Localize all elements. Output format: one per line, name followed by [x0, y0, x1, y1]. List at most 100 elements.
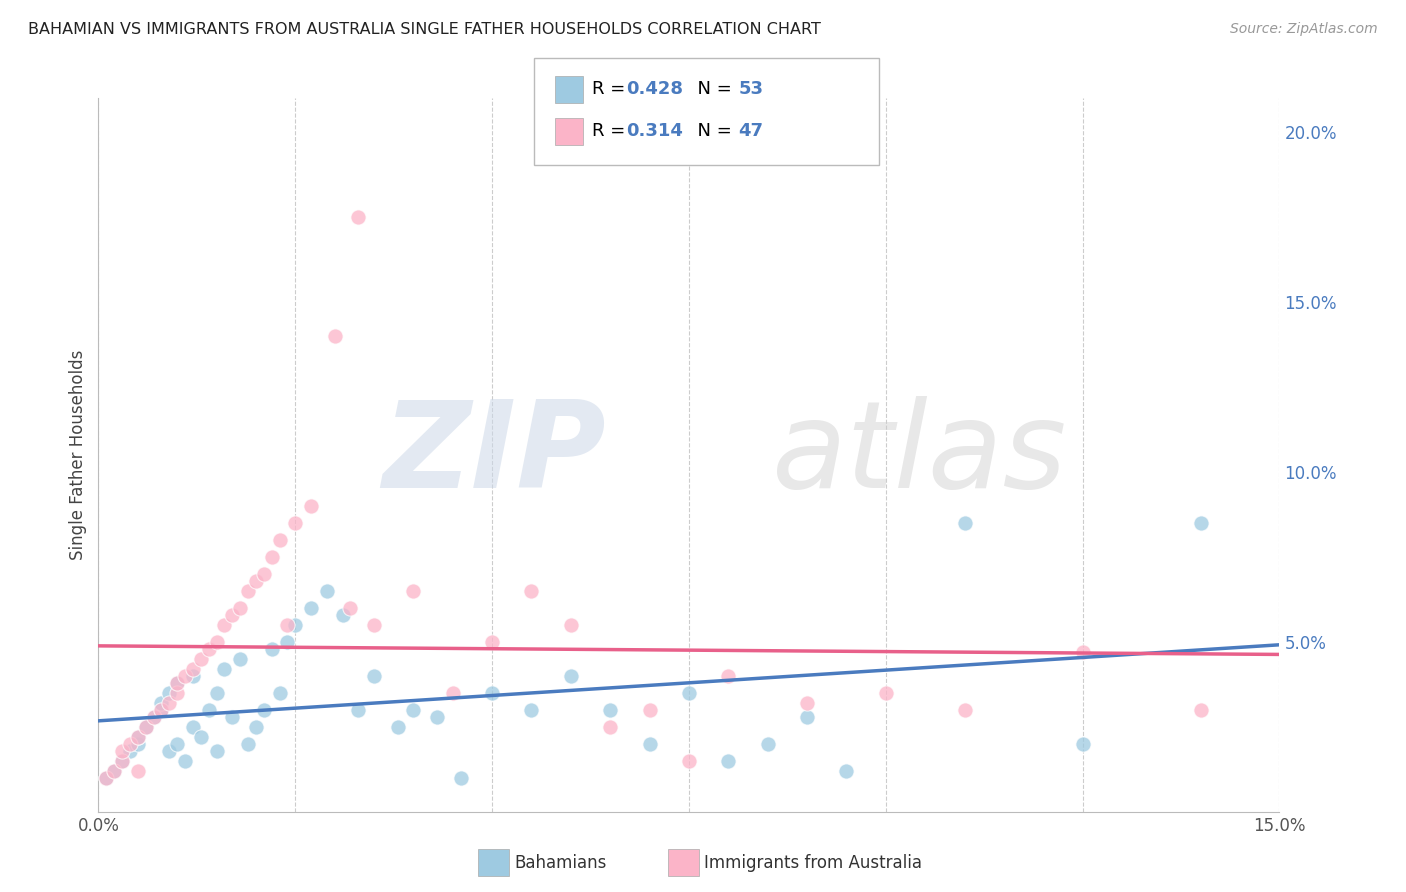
Point	[284, 617, 307, 632]
Point	[1071, 737, 1094, 751]
Point	[387, 720, 409, 734]
Point	[150, 703, 173, 717]
Point	[339, 600, 361, 615]
Point	[269, 533, 291, 547]
Text: N =: N =	[686, 122, 738, 140]
Point	[96, 771, 118, 785]
Point	[96, 771, 118, 785]
Point	[127, 730, 149, 744]
Point	[174, 754, 197, 768]
Text: R =: R =	[592, 122, 631, 140]
Point	[323, 329, 346, 343]
Point	[599, 720, 621, 734]
Point	[1189, 516, 1212, 530]
Point	[150, 696, 173, 710]
Point	[363, 669, 385, 683]
Point	[166, 737, 188, 751]
Point	[197, 703, 219, 717]
Point	[835, 764, 858, 778]
Point	[717, 669, 740, 683]
Point	[299, 600, 322, 615]
Point	[426, 709, 449, 723]
Point	[347, 210, 370, 224]
Point	[875, 686, 897, 700]
Text: Source: ZipAtlas.com: Source: ZipAtlas.com	[1230, 22, 1378, 37]
Point	[221, 607, 243, 622]
Point	[299, 499, 322, 513]
Point	[245, 720, 267, 734]
Text: 0.314: 0.314	[626, 122, 682, 140]
Point	[157, 686, 180, 700]
Point	[284, 516, 307, 530]
Point	[441, 686, 464, 700]
Point	[520, 703, 543, 717]
Text: 0.428: 0.428	[626, 80, 683, 98]
Point	[111, 754, 134, 768]
Point	[253, 566, 276, 581]
Point	[157, 743, 180, 757]
Point	[363, 617, 385, 632]
Point	[599, 703, 621, 717]
Point	[481, 686, 503, 700]
Point	[236, 583, 259, 598]
Point	[181, 720, 204, 734]
Point	[166, 675, 188, 690]
Text: ZIP: ZIP	[382, 396, 606, 514]
Point	[481, 635, 503, 649]
Point	[205, 743, 228, 757]
Point	[142, 709, 165, 723]
Point	[135, 720, 157, 734]
Text: atlas: atlas	[772, 396, 1067, 514]
Text: BAHAMIAN VS IMMIGRANTS FROM AUSTRALIA SINGLE FATHER HOUSEHOLDS CORRELATION CHART: BAHAMIAN VS IMMIGRANTS FROM AUSTRALIA SI…	[28, 22, 821, 37]
Point	[229, 600, 252, 615]
Point	[190, 652, 212, 666]
Point	[174, 669, 197, 683]
Point	[332, 607, 354, 622]
Point	[1189, 703, 1212, 717]
Point	[157, 696, 180, 710]
Text: 53: 53	[738, 80, 763, 98]
Point	[197, 641, 219, 656]
Point	[214, 617, 236, 632]
Point	[181, 669, 204, 683]
Point	[678, 754, 700, 768]
Point	[150, 703, 173, 717]
Point	[347, 703, 370, 717]
Text: R =: R =	[592, 80, 631, 98]
Point	[560, 617, 582, 632]
Point	[638, 737, 661, 751]
Point	[796, 709, 818, 723]
Point	[260, 641, 283, 656]
Point	[214, 662, 236, 676]
Point	[276, 617, 298, 632]
Text: Immigrants from Australia: Immigrants from Australia	[704, 854, 922, 871]
Point	[260, 549, 283, 564]
Point	[205, 635, 228, 649]
Point	[796, 696, 818, 710]
Text: 47: 47	[738, 122, 763, 140]
Y-axis label: Single Father Households: Single Father Households	[69, 350, 87, 560]
Text: Bahamians: Bahamians	[515, 854, 607, 871]
Point	[269, 686, 291, 700]
Point	[229, 652, 252, 666]
Point	[560, 669, 582, 683]
Point	[181, 662, 204, 676]
Point	[756, 737, 779, 751]
Point	[276, 635, 298, 649]
Point	[103, 764, 125, 778]
Point	[118, 737, 141, 751]
Point	[127, 730, 149, 744]
Point	[315, 583, 337, 598]
Point	[166, 686, 188, 700]
Point	[111, 743, 134, 757]
Point	[221, 709, 243, 723]
Point	[236, 737, 259, 751]
Text: N =: N =	[686, 80, 738, 98]
Point	[520, 583, 543, 598]
Point	[1071, 645, 1094, 659]
Point	[402, 703, 425, 717]
Point	[953, 703, 976, 717]
Point	[245, 574, 267, 588]
Point	[402, 583, 425, 598]
Point	[166, 675, 188, 690]
